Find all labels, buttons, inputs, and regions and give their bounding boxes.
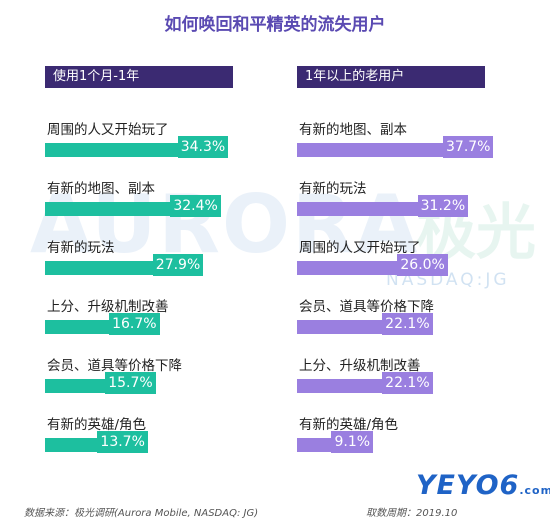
value-label: 26.0%	[397, 254, 448, 276]
bar	[45, 143, 179, 157]
bar-label: 有新的地图、副本	[299, 122, 407, 138]
chart-title: 如何唤回和平精英的流失用户	[164, 15, 386, 35]
panel-header: 1年以上的老用户	[297, 66, 485, 88]
bar-item: 有新的玩法 31.2%	[297, 177, 537, 233]
bar-item: 有新的玩法 27.9%	[45, 236, 285, 292]
bar-item: 有新的地图、副本 32.4%	[45, 177, 285, 233]
value-label: 37.7%	[443, 136, 494, 158]
panel-1-month-1-year: 使用1个月-1年 周围的人又开始玩了 34.3% 有新的地图、副本 32.4% 有新的玩…	[45, 66, 285, 476]
bar-item: 有新的地图、副本 37.7%	[297, 118, 537, 174]
logo-text: YEYO6	[416, 470, 520, 501]
bar-item: 上分、升级机制改善 22.1%	[297, 354, 537, 410]
bar-item: 上分、升级机制改善 16.7%	[45, 295, 285, 351]
data-source: 数据来源：极光调研(Aurora Mobile, NASDAQ: JG)	[24, 508, 259, 519]
value-label: 32.4%	[170, 195, 221, 217]
bar-label: 上分、升级机制改善	[47, 299, 169, 315]
value-label: 15.7%	[105, 372, 156, 394]
panel-header: 使用1个月-1年	[45, 66, 233, 88]
bar	[45, 320, 111, 334]
bar-label: 有新的英雄/角色	[47, 417, 147, 433]
bar-label: 有新的英雄/角色	[299, 417, 399, 433]
bar	[45, 379, 107, 393]
bar-label: 上分、升级机制改善	[299, 358, 421, 374]
bar-item: 周围的人又开始玩了 34.3%	[45, 118, 285, 174]
bar-label: 会员、道具等价格下降	[299, 299, 434, 315]
data-period: 取数周期：2019.10	[366, 508, 458, 519]
bar-item: 会员、道具等价格下降 15.7%	[45, 354, 285, 410]
bar-item: 有新的英雄/角色 13.7%	[45, 413, 285, 469]
bar	[297, 202, 419, 216]
bar	[297, 261, 399, 275]
bar	[297, 379, 384, 393]
yeyo6-logo: YEYO6.com	[416, 470, 550, 504]
value-label: 22.1%	[382, 313, 433, 335]
value-label: 22.1%	[382, 372, 433, 394]
bar	[45, 202, 172, 216]
bar-label: 会员、道具等价格下降	[47, 358, 182, 374]
logo-sub: .com	[519, 484, 550, 497]
bar	[45, 438, 99, 452]
value-label: 34.3%	[177, 136, 229, 158]
value-label: 27.9%	[152, 254, 204, 276]
bar-label: 有新的玩法	[47, 240, 115, 256]
bar	[297, 143, 444, 157]
bar-label: 有新的玩法	[299, 181, 367, 197]
value-label: 13.7%	[97, 431, 148, 453]
bar-label: 有新的地图、副本	[47, 181, 155, 197]
bar-item: 周围的人又开始玩了 26.0%	[297, 236, 537, 292]
bar	[297, 320, 384, 334]
value-label: 31.2%	[417, 195, 469, 217]
value-label: 9.1%	[331, 431, 374, 453]
bar-item: 有新的英雄/角色 9.1%	[297, 413, 537, 469]
bar	[297, 438, 333, 452]
bar-label: 周围的人又开始玩了	[299, 240, 421, 256]
bar-item: 会员、道具等价格下降 22.1%	[297, 295, 537, 351]
bar	[45, 261, 154, 275]
bar-label: 周围的人又开始玩了	[47, 122, 169, 138]
value-label: 16.7%	[109, 313, 160, 335]
panel-over-1-year: 1年以上的老用户 有新的地图、副本 37.7% 有新的玩法 31.2% 周围的人又开始玩…	[297, 66, 537, 476]
